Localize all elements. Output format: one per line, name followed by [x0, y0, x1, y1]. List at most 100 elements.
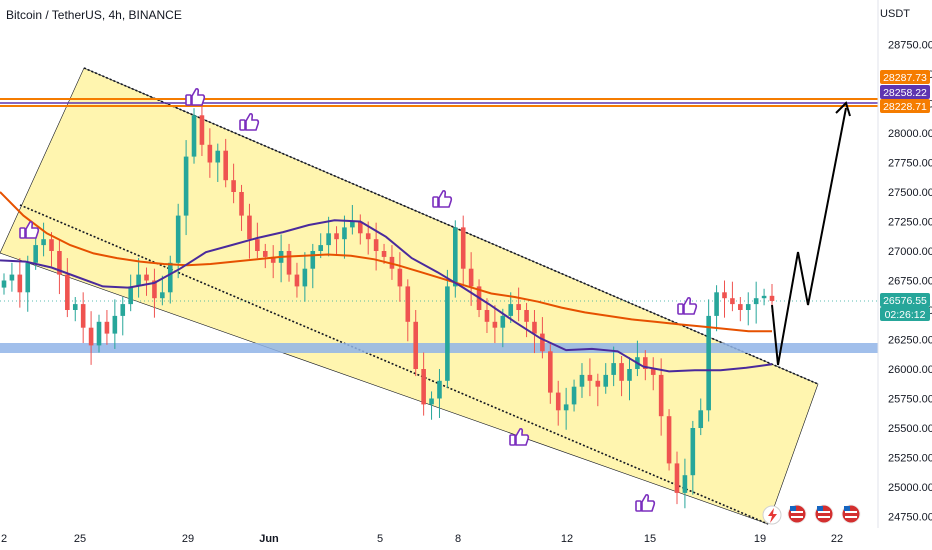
candle[interactable] [104, 310, 110, 345]
candle[interactable] [429, 391, 434, 420]
candle[interactable] [555, 380, 561, 426]
candle[interactable] [627, 357, 632, 401]
candle[interactable] [223, 138, 228, 188]
candle[interactable] [532, 310, 537, 354]
candle[interactable] [619, 356, 624, 397]
candle[interactable] [49, 232, 54, 267]
candle[interactable] [231, 163, 236, 204]
candle[interactable] [460, 215, 466, 285]
candle[interactable] [674, 451, 680, 505]
candle[interactable] [595, 373, 601, 407]
candle[interactable] [745, 292, 751, 326]
candle[interactable] [239, 184, 244, 231]
candle[interactable] [215, 143, 221, 182]
candle[interactable] [698, 398, 704, 436]
support-zone[interactable] [0, 343, 878, 353]
candle[interactable] [120, 297, 126, 336]
candle[interactable] [690, 420, 696, 495]
thumbs-up-icon [509, 428, 530, 446]
candle[interactable] [310, 243, 316, 289]
candle[interactable] [548, 344, 553, 404]
candle[interactable] [17, 258, 23, 308]
candle[interactable] [207, 128, 213, 178]
moving-average-purple[interactable] [0, 219, 773, 373]
candle[interactable] [524, 302, 529, 338]
candle[interactable] [270, 245, 276, 279]
candle[interactable] [144, 267, 149, 296]
candle[interactable] [500, 308, 506, 348]
candle[interactable] [468, 252, 474, 306]
candle[interactable] [397, 252, 403, 302]
candle[interactable] [421, 352, 426, 416]
candle[interactable] [286, 243, 292, 282]
candle[interactable] [350, 204, 355, 235]
candle[interactable] [658, 358, 664, 436]
candle[interactable] [160, 275, 165, 306]
candle[interactable] [9, 262, 15, 292]
candle[interactable] [540, 317, 545, 359]
candle[interactable] [112, 299, 118, 349]
candle[interactable] [452, 220, 458, 298]
us-flag-icon[interactable] [787, 504, 807, 524]
us-flag-icon[interactable] [814, 504, 834, 524]
candle[interactable] [706, 299, 711, 422]
candle[interactable] [571, 379, 577, 412]
candle[interactable] [650, 357, 656, 391]
candle-body [231, 180, 236, 192]
candle[interactable] [730, 281, 735, 312]
candle[interactable] [255, 222, 260, 259]
candle[interactable] [57, 239, 62, 295]
candle[interactable] [405, 279, 411, 342]
moving-average-orange[interactable] [0, 191, 772, 333]
candle[interactable] [262, 243, 268, 269]
candle[interactable] [41, 222, 46, 257]
candle[interactable] [199, 103, 205, 157]
candle[interactable] [302, 252, 308, 302]
candle[interactable] [334, 226, 339, 255]
candle[interactable] [136, 258, 141, 298]
candle[interactable] [445, 269, 450, 388]
channel-upper-line[interactable] [83, 67, 819, 385]
candle[interactable] [128, 274, 133, 312]
candle[interactable] [65, 258, 70, 318]
candle[interactable] [25, 255, 31, 312]
channel-lower-line[interactable] [19, 204, 769, 525]
candle[interactable] [88, 311, 94, 365]
candle[interactable] [722, 280, 727, 318]
candle[interactable] [342, 215, 347, 259]
y-tick-label: 24750.00 [888, 512, 932, 524]
candle[interactable] [96, 314, 102, 353]
candle[interactable] [183, 140, 189, 236]
candle[interactable] [761, 288, 767, 306]
us-flag-icon[interactable] [841, 504, 861, 524]
candle[interactable] [326, 216, 331, 257]
candle[interactable] [152, 268, 157, 318]
candle[interactable] [381, 243, 387, 264]
candle[interactable] [579, 363, 585, 398]
candle[interactable] [357, 214, 363, 245]
candle[interactable] [247, 203, 252, 259]
candle[interactable] [1, 273, 7, 295]
candle[interactable] [753, 281, 759, 324]
candle[interactable] [682, 458, 688, 509]
candle[interactable] [563, 387, 569, 430]
candle[interactable] [80, 292, 86, 344]
candle[interactable] [666, 409, 672, 471]
candle[interactable] [492, 305, 498, 344]
candle[interactable] [413, 310, 419, 377]
candle[interactable] [738, 297, 743, 322]
candle[interactable] [714, 285, 719, 332]
candle[interactable] [611, 346, 616, 387]
candle[interactable] [294, 262, 300, 298]
candle[interactable] [72, 297, 78, 322]
candle[interactable] [437, 369, 442, 418]
projection-path[interactable] [771, 107, 847, 366]
candle[interactable] [603, 363, 609, 394]
candle[interactable] [191, 108, 197, 164]
lightning-icon[interactable] [762, 505, 782, 525]
candle[interactable] [643, 350, 648, 381]
candle[interactable] [587, 358, 593, 397]
candle[interactable] [175, 203, 181, 279]
candle[interactable] [516, 287, 521, 322]
